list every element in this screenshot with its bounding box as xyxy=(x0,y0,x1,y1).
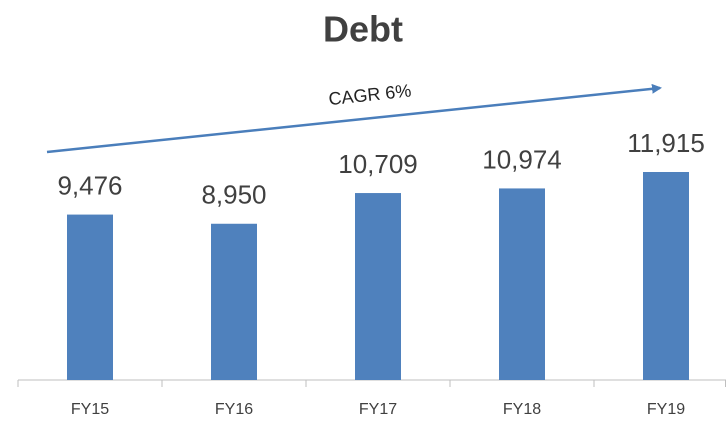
bar xyxy=(499,188,545,380)
value-label: 10,709 xyxy=(338,149,418,179)
x-tick-label: FY16 xyxy=(215,401,253,418)
bar xyxy=(211,223,257,380)
bar xyxy=(643,172,689,380)
value-label: 11,915 xyxy=(627,128,705,158)
x-tick-label: FY18 xyxy=(503,401,541,418)
annotation: CAGR 6% xyxy=(328,80,413,109)
bar xyxy=(355,193,401,380)
value-label: 9,476 xyxy=(57,170,122,200)
x-tick-label: FY17 xyxy=(359,401,397,418)
trend-arrow xyxy=(46,83,662,154)
value-label: 10,974 xyxy=(482,144,562,174)
bar xyxy=(67,214,113,380)
chart-title: Debt xyxy=(323,9,403,50)
x-tick-label: FY15 xyxy=(71,401,109,418)
value-label: 8,950 xyxy=(201,180,266,210)
x-tick-label: FY19 xyxy=(647,401,685,418)
